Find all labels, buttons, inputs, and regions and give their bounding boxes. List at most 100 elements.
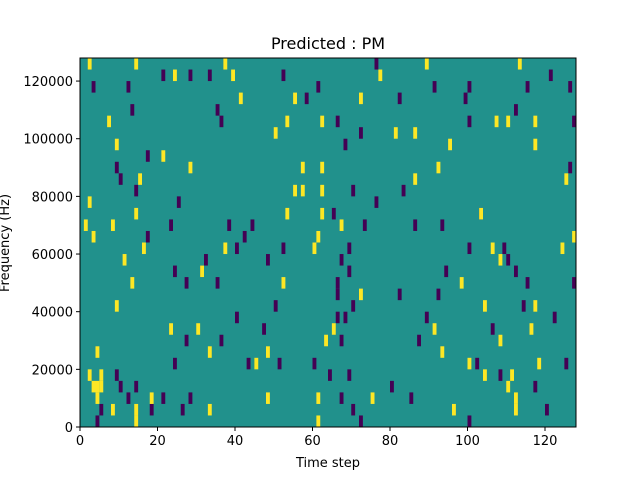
heatmap-cell-low [417, 334, 421, 347]
heatmap-cell-high [359, 288, 363, 301]
heatmap-cell-low [184, 334, 189, 347]
heatmap-cell-low [545, 403, 549, 416]
heatmap-cell-low [409, 392, 414, 404]
heatmap-cell-high [266, 392, 270, 404]
heatmap-cell-low [514, 104, 518, 116]
heatmap-cell-high [331, 323, 336, 335]
heatmap-cell-low [134, 380, 139, 393]
heatmap-cell-high [134, 58, 139, 70]
heatmap-cell-low [250, 219, 255, 231]
heatmap-cell-high [324, 334, 328, 347]
x-tick-label: 120 [533, 434, 558, 449]
heatmap-cell-low [347, 369, 352, 381]
heatmap-cell-low [467, 415, 472, 427]
heatmap-cell-high [91, 230, 96, 243]
heatmap-cell-high [196, 323, 201, 335]
heatmap-cell-low [169, 219, 173, 231]
heatmap-cell-low [173, 357, 177, 370]
heatmap-cell-high [448, 138, 452, 151]
x-tick-label: 40 [227, 434, 244, 449]
heatmap-cell-low [475, 357, 480, 370]
heatmap-cell-high [490, 242, 495, 255]
heatmap-cell-high [572, 230, 576, 243]
heatmap-cell-high [83, 219, 88, 231]
heatmap-cell-low [277, 357, 282, 370]
heatmap-cell-low [335, 115, 340, 128]
heatmap-cell-high [300, 161, 305, 174]
heatmap-cell-high [87, 58, 92, 70]
heatmap-cell-high [134, 403, 139, 416]
heatmap-cell-high [122, 254, 127, 266]
heatmap-cell-low [335, 311, 340, 324]
heatmap-cell-low [262, 323, 266, 335]
heatmap-cell-high [393, 127, 398, 139]
x-tick-label: 0 [76, 434, 84, 449]
heatmap-cell-high [517, 58, 522, 70]
heatmap-cell-low [130, 104, 135, 116]
heatmap-cell-low [572, 115, 576, 128]
heatmap-cell-high [161, 150, 166, 162]
heatmap-cell-low [312, 357, 317, 370]
heatmap-cell-high [130, 277, 135, 289]
heatmap-cell-low [424, 311, 429, 324]
heatmap-cell-low [521, 300, 526, 312]
y-axis-label: Frequency (Hz) [0, 194, 13, 292]
heatmap-cell-high [114, 300, 119, 312]
heatmap-cell-high [87, 196, 92, 208]
heatmap-cell-low [568, 161, 573, 174]
heatmap-cell-low [564, 357, 569, 370]
heatmap-cell-low [390, 380, 394, 393]
heatmap-cell-low [467, 242, 472, 255]
heatmap-cell-high [320, 115, 325, 128]
x-tick-label: 60 [304, 434, 321, 449]
heatmap-cell-high [498, 334, 503, 347]
heatmap-cell-low [467, 115, 472, 128]
heatmap-cell-high [223, 58, 228, 70]
heatmap-cell-low [331, 207, 336, 220]
heatmap-cell-low [126, 81, 131, 93]
heatmap-cell-high [134, 415, 139, 427]
heatmap-cell-low [359, 127, 363, 139]
heatmap-cell-high [95, 380, 100, 393]
heatmap-cell-high [293, 92, 297, 105]
heatmap-cell-high [107, 115, 111, 128]
heatmap-cell-low [463, 92, 468, 105]
heatmap-cell-high [378, 69, 383, 82]
heatmap-cell-high [207, 403, 212, 416]
heatmap-cell-high [316, 392, 321, 404]
heatmap-cell-high [300, 184, 305, 197]
heatmap-cell-high [111, 219, 115, 231]
heatmap-cell-high [514, 392, 518, 404]
heatmap-cell-high [506, 115, 511, 128]
heatmap-cell-low [118, 380, 123, 393]
heatmap-cell-low [161, 392, 166, 404]
heatmap-cell-high [99, 380, 104, 393]
heatmap-cell-low [235, 311, 239, 324]
heatmap-cell-high [537, 357, 542, 370]
heatmap-cell-high [529, 323, 534, 335]
heatmap-cell-low [188, 69, 193, 82]
heatmap-cell-high [254, 357, 259, 370]
heatmap-cell-high [95, 392, 100, 404]
heatmap-cell-low [99, 403, 104, 416]
heatmap-cell-high [560, 242, 565, 255]
heatmap-cell-low [242, 230, 247, 243]
heatmap-cell-low [281, 242, 286, 255]
plot-frame [79, 57, 577, 428]
heatmap-cell-low [339, 334, 344, 347]
heatmap-cell-high [413, 173, 418, 185]
heatmap-cell-high [436, 161, 441, 174]
heatmap-cell-high [432, 323, 437, 335]
heatmap-cell-low [552, 311, 557, 324]
heatmap-cell-low [490, 323, 495, 335]
x-tick-label: 20 [149, 434, 166, 449]
heatmap-cell-low [525, 81, 530, 93]
heatmap-cell-low [362, 219, 367, 231]
heatmap-cell-low [335, 288, 340, 301]
x-tick-label: 80 [382, 434, 399, 449]
y-tick-label: 60000 [32, 248, 73, 263]
heatmap-cell-low [173, 265, 177, 278]
heatmap-cell-low [568, 81, 573, 93]
heatmap-cell-high [413, 127, 418, 139]
y-axis-ticks: 0 20000 40000 60000 80000 100000 120000 [23, 75, 80, 436]
